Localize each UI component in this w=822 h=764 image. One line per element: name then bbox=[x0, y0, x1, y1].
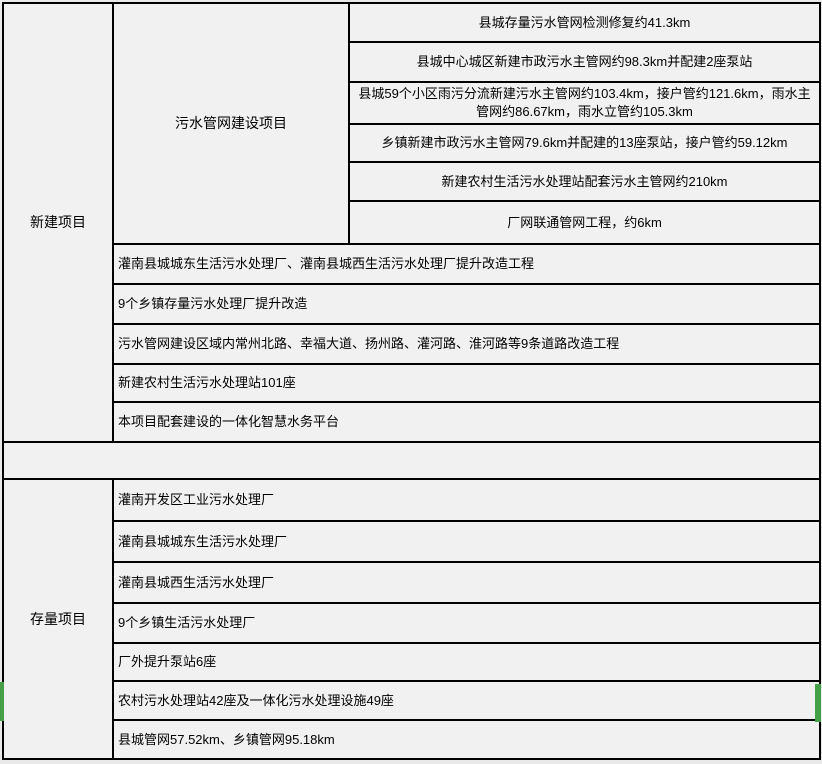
cell-pipe-item[interactable]: 新建农村生活污水处理站配套污水主管网约210km bbox=[348, 161, 821, 202]
cell-existing-item[interactable]: 灌南县城西生活污水处理厂 bbox=[112, 561, 821, 604]
separator-row bbox=[2, 441, 821, 480]
cell-pipe-item[interactable]: 乡镇新建市政污水主管网79.6km并配建的13座泵站，接户管约59.12km bbox=[348, 123, 821, 163]
table-row: 县城59个小区雨污分流新建污水主管网约103.4km，接户管约121.6km，雨… bbox=[3, 81, 821, 125]
cell-existing-item[interactable]: 县城管网57.52km、乡镇管网95.18km bbox=[112, 719, 821, 760]
table-row: 灌南县城城东生活污水处理厂 bbox=[3, 520, 821, 563]
table-row: 厂外提升泵站6座 bbox=[3, 642, 821, 682]
table-row: 9个乡镇生活污水处理厂 bbox=[3, 602, 821, 644]
table-row: 污水管网建设区域内常州北路、幸福大道、扬州路、灌河路、淮河路等9条道路改造工程 bbox=[3, 323, 821, 365]
table-row: 农村污水处理站42座及一体化污水处理设施49座 bbox=[3, 680, 821, 721]
cell-pipe-item[interactable]: 县城中心城区新建市政污水主管网约98.3km并配建2座泵站 bbox=[348, 41, 821, 83]
table-row: 存量项目 灌南开发区工业污水处理厂 bbox=[2, 478, 821, 760]
table-row: 灌南县城西生活污水处理厂 bbox=[3, 561, 821, 604]
table-row: 本项目配套建设的一体化智慧水务平台 bbox=[3, 401, 821, 443]
table-row: 县城管网57.52km、乡镇管网95.18km bbox=[3, 719, 821, 760]
cell-existing-item[interactable]: 灌南开发区工业污水处理厂 bbox=[112, 478, 821, 522]
cell-pipe-network-project[interactable]: 污水管网建设项目 bbox=[112, 2, 350, 245]
table-row: 新建农村生活污水处理站101座 bbox=[3, 363, 821, 403]
cell-new-project-item[interactable]: 9个乡镇存量污水处理厂提升改造 bbox=[112, 283, 821, 325]
cell-existing-item[interactable]: 灌南县城城东生活污水处理厂 bbox=[112, 520, 821, 563]
table-row: 9个乡镇存量污水处理厂提升改造 bbox=[3, 283, 821, 325]
table-row: 新建项目 污水管网建设项目 县城存量污水管网检测修复约41.3km bbox=[2, 2, 821, 443]
selection-indicator-right bbox=[815, 684, 821, 722]
cell-separator[interactable] bbox=[2, 441, 821, 480]
table-row: 厂网联通管网工程，约6km bbox=[3, 200, 821, 245]
cell-category-existing-projects[interactable]: 存量项目 bbox=[2, 478, 114, 760]
table-row: 灌南县城城东生活污水处理厂、灌南县城西生活污水处理厂提升改造工程 bbox=[3, 243, 821, 285]
cell-new-project-item[interactable]: 本项目配套建设的一体化智慧水务平台 bbox=[112, 401, 821, 443]
cell-new-project-item[interactable]: 新建农村生活污水处理站101座 bbox=[112, 363, 821, 403]
cell-existing-item-selected[interactable]: 农村污水处理站42座及一体化污水处理设施49座 bbox=[112, 680, 821, 721]
cell-pipe-item[interactable]: 县城存量污水管网检测修复约41.3km bbox=[348, 2, 821, 43]
table-row: 乡镇新建市政污水主管网79.6km并配建的13座泵站，接户管约59.12km bbox=[3, 123, 821, 163]
table-row: 新建农村生活污水处理站配套污水主管网约210km bbox=[3, 161, 821, 202]
cell-existing-item[interactable]: 厂外提升泵站6座 bbox=[112, 642, 821, 682]
cell-existing-item[interactable]: 9个乡镇生活污水处理厂 bbox=[112, 602, 821, 644]
cell-new-project-item[interactable]: 灌南县城城东生活污水处理厂、灌南县城西生活污水处理厂提升改造工程 bbox=[112, 243, 821, 285]
selection-indicator-left bbox=[0, 682, 4, 721]
cell-category-new-projects[interactable]: 新建项目 bbox=[2, 2, 114, 443]
cell-pipe-item[interactable]: 厂网联通管网工程，约6km bbox=[348, 200, 821, 245]
cell-pipe-item[interactable]: 县城59个小区雨污分流新建污水主管网约103.4km，接户管约121.6km，雨… bbox=[348, 81, 821, 125]
cell-new-project-item[interactable]: 污水管网建设区域内常州北路、幸福大道、扬州路、灌河路、淮河路等9条道路改造工程 bbox=[112, 323, 821, 365]
table-row: 县城中心城区新建市政污水主管网约98.3km并配建2座泵站 bbox=[3, 41, 821, 83]
